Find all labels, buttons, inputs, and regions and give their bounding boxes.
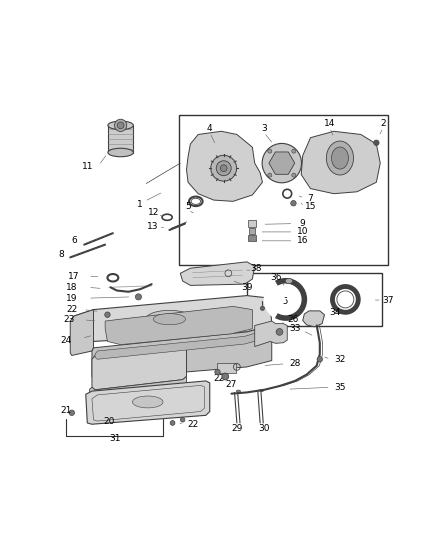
- Polygon shape: [70, 310, 93, 356]
- Bar: [249, 228, 255, 234]
- Text: 5: 5: [185, 202, 191, 211]
- Text: 18: 18: [66, 283, 78, 292]
- Wedge shape: [264, 280, 286, 319]
- Bar: [248, 235, 256, 241]
- Text: 1: 1: [137, 200, 143, 209]
- Circle shape: [268, 173, 272, 177]
- Polygon shape: [255, 321, 287, 346]
- Text: 36: 36: [270, 273, 281, 282]
- Ellipse shape: [260, 390, 264, 392]
- Text: 32: 32: [334, 355, 346, 364]
- Polygon shape: [74, 296, 272, 342]
- Polygon shape: [303, 311, 325, 327]
- Polygon shape: [105, 306, 252, 345]
- Circle shape: [222, 373, 229, 380]
- Ellipse shape: [237, 390, 240, 392]
- Text: 14: 14: [324, 119, 336, 128]
- Ellipse shape: [332, 147, 349, 169]
- Text: 16: 16: [297, 236, 308, 245]
- Text: 20: 20: [103, 417, 115, 425]
- Text: 7: 7: [307, 193, 313, 203]
- Polygon shape: [90, 376, 187, 400]
- Text: 33: 33: [289, 324, 301, 333]
- Ellipse shape: [108, 121, 133, 130]
- Text: 3: 3: [261, 124, 267, 133]
- Circle shape: [261, 306, 265, 310]
- Circle shape: [268, 149, 272, 153]
- Text: 6: 6: [71, 236, 77, 245]
- Text: 15: 15: [305, 202, 316, 211]
- Text: 8: 8: [58, 249, 64, 259]
- Text: 21: 21: [60, 406, 71, 415]
- Circle shape: [170, 421, 175, 425]
- Text: 9: 9: [300, 219, 306, 228]
- Circle shape: [114, 119, 127, 132]
- Text: 19: 19: [66, 294, 78, 303]
- Circle shape: [105, 312, 110, 318]
- Circle shape: [135, 294, 141, 300]
- Polygon shape: [86, 381, 210, 424]
- Bar: [108, 125, 133, 152]
- Circle shape: [317, 357, 322, 362]
- Polygon shape: [95, 330, 265, 359]
- Text: 4: 4: [207, 124, 212, 133]
- Polygon shape: [301, 131, 380, 193]
- Circle shape: [69, 410, 74, 416]
- Polygon shape: [92, 345, 187, 390]
- Circle shape: [220, 165, 227, 172]
- Wedge shape: [265, 284, 286, 315]
- Circle shape: [215, 369, 220, 375]
- Circle shape: [180, 417, 185, 422]
- Text: 25: 25: [278, 297, 289, 306]
- Text: 22: 22: [187, 420, 198, 429]
- Text: 23: 23: [63, 314, 74, 324]
- Text: 34: 34: [330, 308, 341, 317]
- Text: 17: 17: [68, 272, 80, 281]
- Text: 31: 31: [110, 434, 121, 443]
- Ellipse shape: [153, 313, 186, 325]
- Circle shape: [117, 122, 124, 129]
- Text: 22: 22: [66, 305, 78, 314]
- Text: 26: 26: [288, 314, 299, 324]
- Text: 30: 30: [258, 424, 270, 433]
- Text: 11: 11: [82, 162, 94, 171]
- Polygon shape: [269, 152, 295, 174]
- Circle shape: [292, 149, 296, 153]
- Text: 37: 37: [382, 296, 394, 304]
- Text: 13: 13: [147, 222, 158, 231]
- Bar: [248, 220, 256, 227]
- Text: 27: 27: [226, 380, 237, 389]
- Text: 22: 22: [213, 374, 225, 383]
- Ellipse shape: [108, 148, 133, 157]
- Circle shape: [211, 155, 237, 181]
- Text: 39: 39: [241, 283, 253, 292]
- Bar: [247, 273, 382, 326]
- Circle shape: [292, 173, 296, 177]
- Polygon shape: [92, 326, 272, 379]
- Text: 2: 2: [381, 119, 386, 128]
- Text: 28: 28: [290, 359, 301, 368]
- Bar: [218, 363, 236, 373]
- Text: 10: 10: [297, 228, 308, 237]
- Text: 24: 24: [60, 336, 71, 345]
- Text: 12: 12: [148, 208, 159, 217]
- Circle shape: [216, 161, 231, 176]
- Circle shape: [374, 140, 379, 146]
- Ellipse shape: [285, 278, 293, 284]
- Bar: [179, 115, 388, 265]
- Circle shape: [276, 328, 283, 335]
- Polygon shape: [187, 131, 262, 201]
- Text: 38: 38: [251, 264, 262, 273]
- Circle shape: [291, 200, 296, 206]
- Text: 29: 29: [231, 424, 243, 433]
- Ellipse shape: [132, 396, 163, 408]
- Circle shape: [262, 143, 301, 183]
- Ellipse shape: [146, 310, 193, 328]
- Text: 35: 35: [334, 383, 346, 392]
- Ellipse shape: [326, 141, 353, 175]
- Polygon shape: [180, 262, 255, 285]
